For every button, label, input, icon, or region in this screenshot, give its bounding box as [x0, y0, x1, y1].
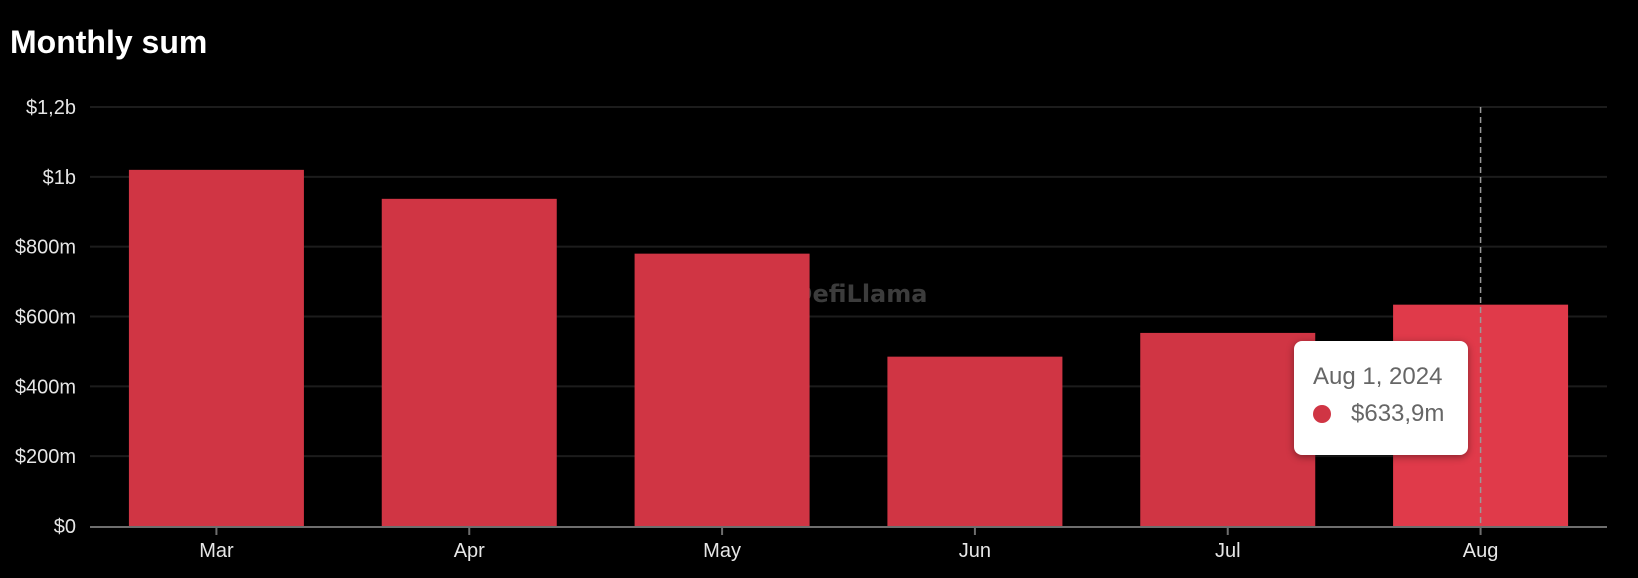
watermark-text: DefiLlama — [793, 280, 928, 308]
x-tick-label: Apr — [454, 540, 485, 562]
y-tick-label: $200m — [15, 446, 76, 468]
bar-apr[interactable] — [381, 198, 557, 527]
y-tick-label: $800m — [15, 237, 76, 259]
bar-mar[interactable] — [128, 169, 304, 526]
tooltip-value: $633,9m — [1351, 400, 1445, 427]
y-tick-label: $0 — [54, 516, 76, 538]
series-marker-icon — [1313, 405, 1331, 423]
bar-may[interactable] — [634, 253, 810, 526]
y-tick-label: $1b — [43, 167, 76, 189]
y-tick-label: $600m — [15, 307, 76, 329]
tooltip-row: $633,9m — [1313, 400, 1468, 428]
x-tick-label: Aug — [1463, 540, 1499, 562]
tooltip-date: Aug 1, 2024 — [1313, 363, 1443, 390]
chart-title: Monthly sum — [10, 24, 208, 60]
x-tick-label: Jun — [959, 540, 991, 562]
bar-jun[interactable] — [887, 356, 1063, 526]
x-tick-label: May — [703, 540, 741, 562]
bar-jul[interactable] — [1140, 332, 1316, 526]
x-tick-label: Mar — [199, 540, 234, 562]
y-axis-labels: $0 $200m $400m $600m $800m $1b $1,2b — [15, 97, 76, 538]
x-tick-label: Jul — [1215, 540, 1241, 562]
tooltip: Aug 1, 2024 $633,9m — [1294, 341, 1468, 455]
y-tick-label: $1,2b — [26, 97, 76, 119]
watermark: DefiLlama — [793, 280, 928, 308]
grid-lines — [90, 106, 1607, 458]
y-tick-label: $400m — [15, 376, 76, 398]
x-axis: Mar Apr May Jun Jul Aug — [90, 526, 1607, 562]
